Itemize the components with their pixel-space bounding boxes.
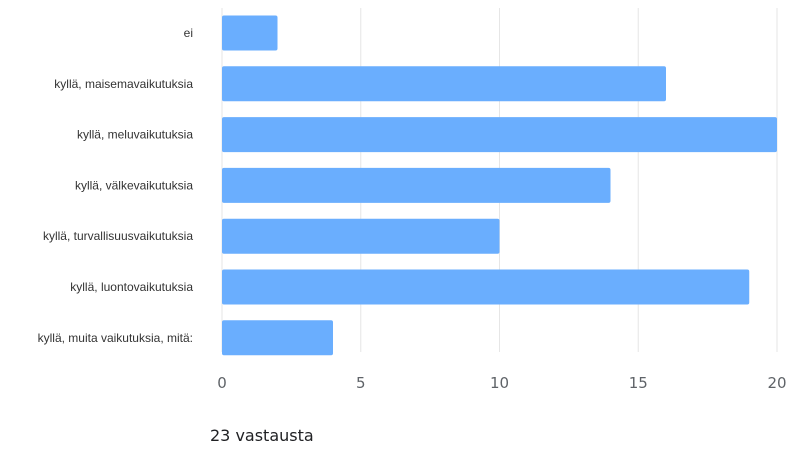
x-tick-label: 10: [490, 374, 509, 392]
category-label: kyllä, maisemavaikutuksia: [54, 77, 193, 91]
category-labels: ei kyllä, maisemavaikutuksia kyllä, meluva…: [38, 26, 194, 345]
x-tick-label: 15: [629, 374, 648, 392]
category-label: kyllä, meluvaikutuksia: [77, 128, 193, 142]
bar: [222, 117, 777, 153]
bar: [222, 167, 611, 203]
bar: [222, 15, 278, 51]
bars: [222, 15, 777, 356]
category-label: kyllä, turvallisuusvaikutuksia: [43, 229, 193, 243]
bar: [222, 269, 750, 305]
category-label: kyllä, muita vaikutuksia, mitä:: [38, 331, 193, 345]
bar: [222, 218, 500, 254]
category-label: kyllä, välkevaikutuksia: [75, 178, 193, 192]
x-tick-label: 20: [767, 374, 786, 392]
bar: [222, 66, 666, 102]
x-axis-tick-labels: 0 5 10 15 20: [217, 374, 786, 392]
category-label: kyllä, luontovaikutuksia: [70, 280, 193, 294]
x-tick-label: 0: [217, 374, 227, 392]
bar: [222, 320, 333, 356]
x-tick-label: 5: [356, 374, 366, 392]
category-label: ei: [184, 26, 193, 40]
bar-chart: ei kyllä, maisemavaikutuksia kyllä, meluva…: [38, 8, 787, 392]
response-count: 23 vastausta: [210, 426, 314, 445]
